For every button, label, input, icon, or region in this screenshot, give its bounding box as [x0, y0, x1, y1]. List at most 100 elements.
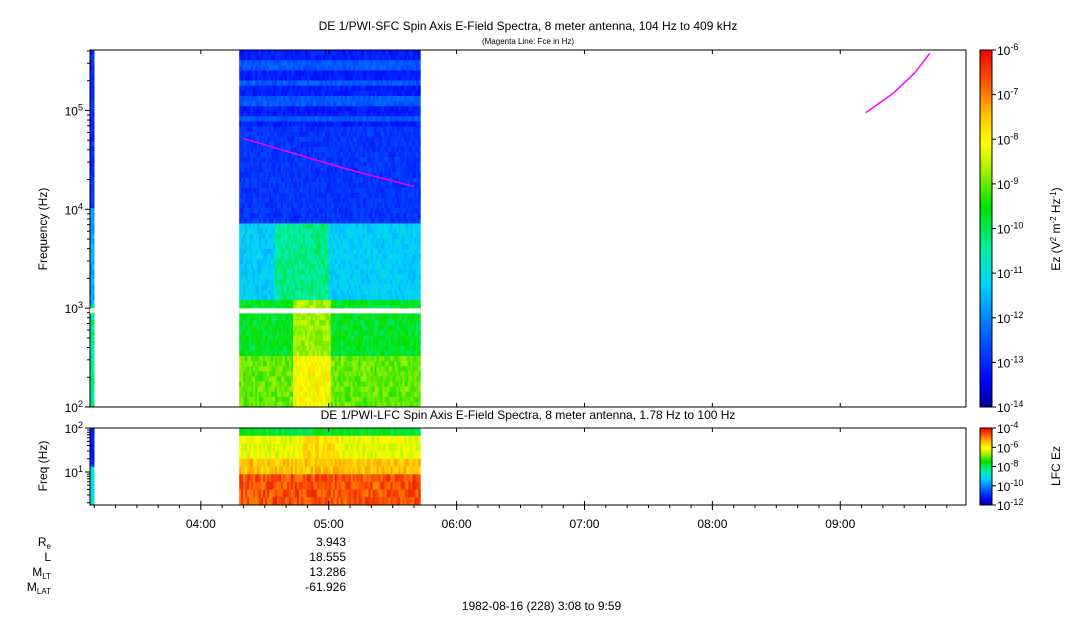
- spectrogram-cell: [322, 299, 326, 306]
- spectrogram-cell: [322, 396, 326, 403]
- spectrogram-cell: [277, 90, 280, 97]
- spectrogram-cell: [273, 65, 276, 71]
- spectrogram-cell: [255, 55, 258, 61]
- spectrogram-cell: [291, 80, 294, 86]
- spectrogram-cell: [275, 254, 278, 260]
- spectrogram-cell: [314, 254, 318, 260]
- spectrogram-cell: [259, 121, 262, 127]
- spectrogram-cell: [289, 55, 292, 61]
- spectrogram-cell: [304, 401, 308, 408]
- spectrogram-cell: [291, 325, 294, 331]
- spectrogram-cell: [310, 325, 314, 331]
- spectrogram-cell: [259, 396, 262, 403]
- spectrogram-cell: [306, 50, 310, 56]
- spectrogram-cell: [324, 141, 328, 148]
- spectrogram-cell: [245, 356, 248, 362]
- spectrogram-cell: [293, 289, 296, 296]
- spectrogram-cell: [302, 116, 306, 122]
- spectrogram-cell: [251, 177, 254, 183]
- spectrogram-cell: [322, 361, 326, 367]
- spectrogram-cell: [247, 315, 250, 321]
- spectrogram-cell: [275, 141, 278, 148]
- spectrogram-cell: [251, 381, 254, 387]
- spectrogram-cell: [281, 401, 284, 408]
- spectrogram-cell: [324, 126, 328, 132]
- spectrogram-cell: [289, 167, 292, 173]
- spectrogram-cell: [251, 55, 254, 61]
- spectrogram-cell: [322, 401, 326, 408]
- spectrogram-cell: [322, 177, 326, 183]
- spectrogram-cell: [253, 106, 256, 112]
- spectrogram-cell: [296, 350, 300, 357]
- spectrogram-cell: [312, 152, 316, 158]
- spectrogram-cell: [283, 95, 286, 102]
- spectrogram-cell: [277, 167, 280, 173]
- spectrogram-cell: [285, 167, 288, 173]
- spectrogram-cell: [285, 391, 288, 398]
- spectrogram-cell: [275, 203, 278, 209]
- spectrogram-cell: [324, 177, 328, 183]
- spectrogram-cell: [293, 116, 296, 122]
- spectrogram-cell: [306, 299, 310, 306]
- spectrogram-cell: [245, 248, 248, 255]
- spectrogram-cell: [263, 361, 266, 367]
- spectrogram-cell: [251, 269, 254, 275]
- spectrogram-cell: [298, 315, 302, 321]
- spectrogram-cell: [253, 95, 256, 102]
- spectrogram-cell: [253, 386, 256, 392]
- spectrogram-cell: [277, 136, 280, 143]
- spectrogram-cell: [269, 208, 272, 214]
- spectrogram-cell: [239, 111, 242, 117]
- spectrogram-cell: [287, 335, 290, 341]
- spectrogram-cell: [287, 172, 290, 178]
- spectrogram-cell: [255, 299, 258, 306]
- spectrogram-cell: [271, 116, 274, 122]
- spectrogram-cell: [312, 243, 316, 250]
- spectrogram-cell: [279, 187, 282, 194]
- spectrogram-cell: [298, 243, 302, 250]
- spectrogram-cell: [291, 350, 294, 357]
- spectrogram-cell: [265, 192, 268, 199]
- spectrogram-cell: [259, 90, 262, 97]
- spectrogram-cell: [255, 386, 258, 392]
- sfc-chart-title: DE 1/PWI-SFC Spin Axis E-Field Spectra, …: [319, 19, 738, 33]
- spectrogram-cell: [243, 208, 246, 214]
- spectrogram-cell: [267, 95, 270, 102]
- spectrogram-cell: [316, 121, 320, 127]
- spectrogram-cell: [314, 177, 318, 183]
- spectrogram-cell: [312, 187, 316, 194]
- spectrogram-cell: [287, 65, 290, 71]
- spectrogram-cell: [316, 85, 320, 92]
- spectrogram-cell: [273, 157, 276, 163]
- spectrogram-cell: [261, 101, 264, 107]
- spectrogram-cell: [298, 289, 302, 296]
- spectrogram-cell: [265, 182, 268, 188]
- spectrogram-cell: [273, 325, 276, 331]
- spectrogram-cell: [283, 259, 286, 265]
- spectrogram-cell: [255, 106, 258, 112]
- spectrogram-cell: [251, 228, 254, 234]
- spectrogram-cell: [291, 70, 294, 76]
- spectrogram-cell: [277, 289, 280, 296]
- spectrogram-cell: [90, 325, 93, 331]
- spectrogram-cell: [275, 330, 278, 336]
- spectrogram-cell: [279, 284, 282, 290]
- spectrogram-cell: [310, 274, 314, 280]
- spectrogram-cell: [316, 279, 320, 285]
- spectrogram-cell: [300, 70, 304, 76]
- spectrogram-cell: [312, 146, 316, 153]
- spectrogram-cell: [263, 111, 266, 117]
- spectrogram-cell: [294, 65, 298, 71]
- spectrogram-cell: [324, 371, 328, 377]
- spectrogram-cell: [296, 90, 300, 97]
- spectrogram-cell: [243, 396, 246, 403]
- spectrogram-cell: [328, 269, 332, 275]
- spectrogram-cell: [279, 386, 282, 392]
- spectrogram-cell: [247, 213, 250, 219]
- spectrogram-cell: [314, 289, 318, 296]
- spectrogram-cell: [306, 243, 310, 250]
- spectrogram-cell: [298, 90, 302, 97]
- spectrogram-cell: [277, 386, 280, 392]
- spectrogram-cell: [273, 162, 276, 168]
- spectrogram-cell: [271, 80, 274, 86]
